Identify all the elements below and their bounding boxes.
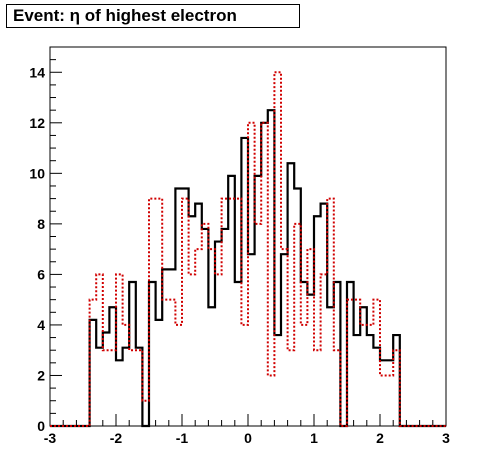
histogram-bin [327,307,334,426]
histogram-bin [189,274,196,426]
chart-title: Event: η of highest electron [6,4,300,28]
histogram-bin [109,350,116,426]
histogram-bin [248,254,255,426]
x-tick-label: 2 [376,430,384,446]
histogram-bin [129,350,136,426]
histogram-bin [195,249,202,426]
histogram-outline [50,109,446,428]
series-layer [50,71,446,428]
histogram-bin [241,325,248,426]
histogram-bin [116,360,123,426]
histogram-bin [288,350,295,426]
y-tick-label: 8 [37,216,45,232]
y-tick-label: 14 [29,64,45,80]
histogram-bin [360,325,367,426]
y-tick-label: 0 [37,418,45,434]
histogram-bin [314,350,321,426]
y-tick-label: 4 [37,317,45,333]
histogram-bin [169,269,176,426]
histogram-bin [175,325,182,426]
x-tick-label: -3 [44,430,57,446]
x-tick-label: -2 [110,430,123,446]
histogram-bin [208,307,215,426]
x-tick-label: 3 [442,430,450,446]
histogram-bin [103,350,110,426]
y-tick-label: 2 [37,367,45,383]
y-tick-label: 6 [37,266,45,282]
x-axis: -3 -2 -1 0 1 2 3 [44,414,450,446]
y-tick-label: 12 [29,115,45,131]
histogram-bin [380,360,387,426]
histogram-bin [380,375,387,426]
histogram-bin [301,282,308,426]
histogram-bin [274,335,281,426]
x-tick-label: -1 [176,430,189,446]
histogram-outline [50,71,446,427]
histogram-bin [354,335,361,426]
x-tick-label: 1 [310,430,318,446]
histogram-bin [301,325,308,426]
y-axis: 0 2 4 6 8 10 12 14 [29,46,62,434]
histogram-bin [387,375,394,426]
histogram-bin [268,375,275,426]
histogram-bin [96,348,103,426]
histogram-series-1 [50,71,446,427]
x-tick-label: 0 [244,430,252,446]
y-tick-label: 10 [29,165,45,181]
histogram-bin [156,320,163,426]
histogram-series-0 [50,109,446,428]
